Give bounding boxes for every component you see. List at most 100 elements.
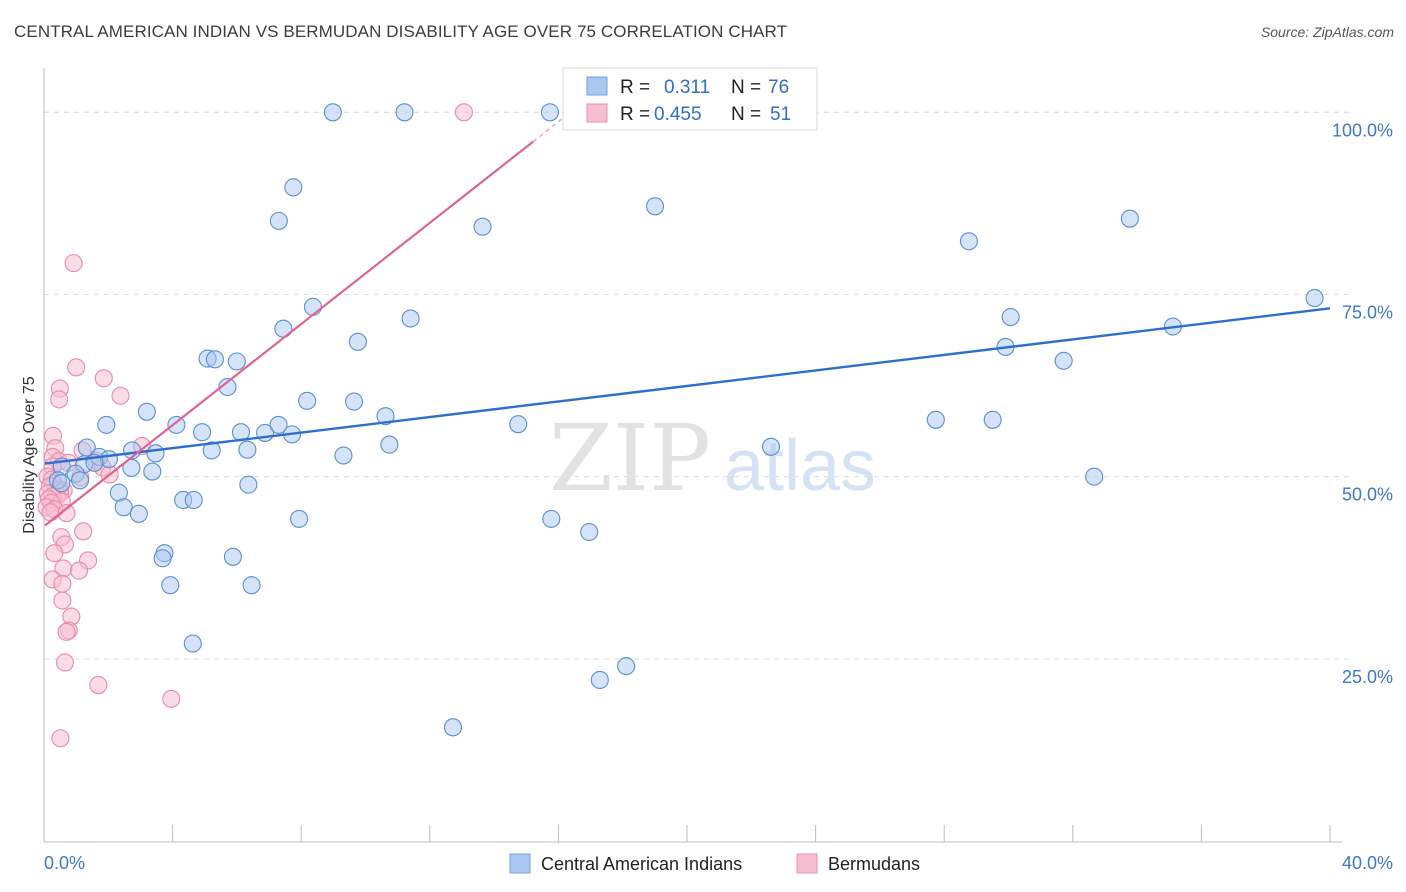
bermudans-point: [55, 653, 74, 672]
bermudans-point: [51, 729, 70, 748]
central-american-indians-point: [269, 415, 288, 434]
x-tick-label: 40.0%: [1342, 853, 1393, 873]
bermudans-point: [45, 544, 64, 563]
bermudans-trend-line-extension: [532, 108, 576, 143]
bermudans-point: [53, 591, 72, 610]
bermudans-point: [41, 503, 60, 522]
central-american-indians-point: [348, 332, 367, 351]
bermudans-point: [57, 622, 76, 641]
legend-n-label-1: N =: [731, 77, 761, 98]
central-american-indians-point: [580, 522, 599, 542]
central-american-indians-point: [380, 435, 399, 454]
legend-swatch-blue: [586, 76, 608, 96]
bottom-legend: Central American Indians Bermudans: [509, 853, 920, 874]
central-american-indians-point: [542, 509, 561, 528]
central-american-indians-point: [184, 490, 203, 510]
central-american-indians-point: [376, 407, 395, 426]
watermark-atlas: atlas: [724, 426, 876, 506]
legend-n-label-2: N =: [731, 104, 761, 125]
central-american-indians-point: [1001, 308, 1020, 327]
bermudans-point: [53, 574, 72, 593]
central-american-indians-point: [52, 474, 71, 493]
legend-r-value-1: 0.311: [664, 77, 710, 98]
central-american-indians-point: [269, 211, 288, 230]
bottom-legend-label-blue: Central American Indians: [541, 854, 742, 874]
central-american-indians-point: [205, 350, 224, 369]
central-american-indians-point: [646, 197, 665, 216]
central-american-indians-point: [122, 458, 141, 477]
bottom-legend-swatch-pink: [796, 853, 818, 874]
legend-r-label-1: R =: [620, 77, 650, 98]
central-american-indians-point: [129, 504, 148, 523]
central-american-indians-point: [473, 217, 492, 236]
legend-r-value-2: 0.455: [654, 104, 702, 125]
central-american-indians-point: [959, 232, 978, 251]
central-american-indians-trend-line: [44, 307, 1331, 465]
central-american-indians-point: [761, 437, 781, 456]
central-american-indians-point: [202, 441, 221, 460]
central-american-indians-point: [540, 103, 560, 122]
bottom-legend-swatch-blue: [509, 853, 531, 874]
central-american-indians-point: [227, 352, 246, 371]
central-american-indians-point: [137, 402, 156, 421]
central-american-indians-point: [303, 297, 322, 316]
bermudans-point: [57, 504, 76, 523]
central-american-indians-point: [239, 475, 258, 494]
source-credit: Source: ZipAtlas.com: [1260, 24, 1394, 40]
central-american-indians-point: [401, 309, 420, 328]
central-american-indians-point: [70, 471, 90, 490]
central-american-indians-point: [1305, 289, 1324, 308]
central-american-indians-point: [223, 547, 242, 566]
y-tick-label: 25.0%: [1342, 667, 1393, 687]
central-american-indians-point: [1120, 209, 1139, 228]
central-american-indians-point: [193, 423, 212, 442]
legend-n-value-2: 51: [770, 104, 791, 125]
central-american-indians-point: [1085, 467, 1104, 486]
central-american-indians-point: [153, 549, 172, 568]
central-american-indians-point: [1054, 351, 1073, 370]
central-american-indians-point: [218, 377, 237, 397]
central-american-indians-point: [323, 103, 342, 122]
bermudans-point: [162, 689, 181, 708]
bermudans-point: [89, 676, 108, 695]
central-american-indians-points: [48, 103, 1324, 737]
central-american-indians-point: [238, 440, 257, 459]
tick-labels: 25.0% 50.0% 75.0% 100.0% 0.0% 40.0%: [44, 120, 1393, 873]
central-american-indians-point: [509, 415, 528, 434]
central-american-indians-point: [334, 446, 353, 465]
bermudans-point: [50, 390, 69, 409]
watermark: ZIP atlas: [549, 405, 876, 512]
trend-lines: [44, 108, 1331, 527]
central-american-indians-point: [344, 392, 364, 411]
bermudans-point: [67, 358, 86, 377]
legend-box: R = 0.311 N = 76 R = 0.455 N = 51: [562, 67, 818, 131]
bermudans-trend-line: [44, 140, 534, 527]
bermudans-point: [70, 561, 89, 580]
central-american-indians-point: [395, 103, 414, 122]
y-axis-label: Disability Age Over 75: [21, 376, 38, 534]
bermudans-point: [111, 386, 130, 405]
bermudans-point: [94, 369, 113, 388]
central-american-indians-point: [926, 410, 945, 429]
central-american-indians-point: [143, 462, 162, 481]
watermark-zip: ZIP: [549, 405, 711, 512]
legend-r-label-2: R =: [620, 104, 650, 125]
legend-n-value-1: 76: [768, 77, 789, 98]
y-tick-label: 75.0%: [1342, 302, 1393, 322]
x-tick-label: 0.0%: [44, 853, 85, 873]
central-american-indians-point: [161, 576, 180, 595]
central-american-indians-point: [242, 576, 261, 595]
y-tick-label: 100.0%: [1332, 120, 1393, 140]
central-american-indians-point: [298, 391, 317, 410]
central-american-indians-point: [284, 178, 303, 197]
bottom-legend-label-pink: Bermudans: [828, 854, 920, 874]
legend-swatch-pink: [586, 103, 608, 123]
central-american-indians-point: [97, 415, 116, 434]
central-american-indians-point: [290, 509, 309, 528]
central-american-indians-point: [983, 410, 1002, 429]
bermudans-point: [64, 254, 83, 273]
central-american-indians-point: [590, 670, 609, 690]
y-tick-label: 50.0%: [1342, 485, 1393, 505]
bermudans-point: [74, 522, 93, 541]
